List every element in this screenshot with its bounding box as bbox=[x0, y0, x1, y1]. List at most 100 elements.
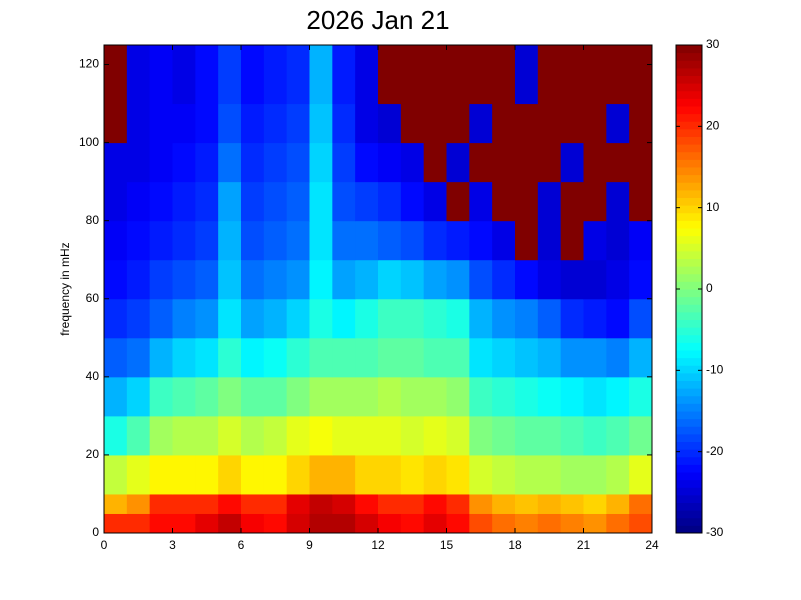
colorbar-swatch bbox=[676, 250, 702, 259]
heat-cell bbox=[218, 181, 242, 222]
y-tick-label: 60 bbox=[86, 291, 100, 305]
heat-cell bbox=[492, 415, 516, 456]
heat-cell bbox=[355, 415, 379, 456]
colorbar-swatch bbox=[676, 159, 702, 168]
heat-cell bbox=[263, 376, 288, 417]
heat-cell bbox=[400, 298, 425, 339]
heat-cell bbox=[492, 181, 516, 222]
heat-cell bbox=[149, 493, 173, 514]
heat-cell bbox=[583, 376, 607, 417]
colorbar-swatch bbox=[676, 235, 702, 244]
heat-cell bbox=[218, 337, 242, 378]
x-tick-label: 15 bbox=[440, 538, 454, 552]
colorbar-swatch bbox=[676, 266, 702, 275]
heat-cell bbox=[423, 376, 447, 417]
heat-cell bbox=[606, 142, 630, 183]
heat-cell bbox=[446, 45, 470, 105]
heat-cell bbox=[218, 298, 242, 339]
colorbar-swatch bbox=[676, 296, 702, 305]
heat-cell bbox=[629, 415, 653, 456]
heat-cell bbox=[515, 415, 539, 456]
heat-cell bbox=[149, 454, 173, 495]
heat-cell bbox=[241, 337, 265, 378]
heat-cell bbox=[537, 454, 562, 495]
heat-cell bbox=[126, 103, 151, 144]
heat-cell bbox=[126, 259, 151, 300]
heat-cell bbox=[446, 376, 470, 417]
heat-cell bbox=[332, 415, 356, 456]
heat-cell bbox=[263, 45, 288, 105]
heat-cell bbox=[104, 337, 128, 378]
heat-cell bbox=[263, 415, 288, 456]
heat-cell bbox=[149, 220, 173, 261]
heat-cell bbox=[172, 259, 196, 300]
heat-cell bbox=[469, 513, 493, 534]
heat-cell bbox=[446, 513, 470, 534]
heat-cell bbox=[355, 259, 379, 300]
heat-cell bbox=[104, 415, 128, 456]
heat-cell bbox=[423, 337, 447, 378]
heat-cell bbox=[560, 513, 584, 534]
heat-cell bbox=[332, 493, 356, 514]
heat-cell bbox=[172, 376, 196, 417]
colorbar-swatch bbox=[676, 98, 702, 107]
heat-cell bbox=[560, 415, 584, 456]
heat-cell bbox=[378, 220, 402, 261]
heat-cell bbox=[446, 298, 470, 339]
heat-cell bbox=[286, 220, 310, 261]
heat-cell bbox=[126, 454, 151, 495]
heat-cell bbox=[515, 259, 539, 300]
heat-cell bbox=[195, 513, 219, 534]
heat-cell bbox=[309, 337, 333, 378]
heat-cell bbox=[446, 259, 470, 300]
y-tick-label: 40 bbox=[86, 369, 100, 383]
heat-cell bbox=[400, 337, 425, 378]
colorbar-tick-label: 10 bbox=[706, 200, 720, 214]
colorbar-swatch bbox=[676, 197, 702, 206]
heat-cell bbox=[332, 298, 356, 339]
colorbar-swatch bbox=[676, 45, 702, 54]
heat-cell bbox=[195, 298, 219, 339]
heat-cell bbox=[104, 298, 128, 339]
y-tick-label: 20 bbox=[86, 447, 100, 461]
heat-cell bbox=[583, 220, 607, 261]
heat-cell bbox=[378, 493, 402, 514]
heat-cell bbox=[149, 142, 173, 183]
heat-cell bbox=[560, 45, 584, 105]
heat-cell bbox=[218, 415, 242, 456]
heat-cell bbox=[332, 376, 356, 417]
heat-cell bbox=[126, 45, 151, 105]
colorbar-swatch bbox=[676, 212, 702, 221]
colorbar-swatch bbox=[676, 494, 702, 503]
heat-cell bbox=[560, 181, 584, 222]
heat-cell bbox=[515, 220, 539, 261]
heat-cell bbox=[492, 45, 516, 105]
colorbar-swatch bbox=[676, 52, 702, 61]
heat-cell bbox=[583, 298, 607, 339]
heat-cell bbox=[606, 376, 630, 417]
heat-cell bbox=[515, 142, 539, 183]
heat-cell bbox=[423, 298, 447, 339]
colorbar-swatch bbox=[676, 304, 702, 313]
heat-cell bbox=[195, 259, 219, 300]
heat-cell bbox=[378, 45, 402, 105]
colorbar-swatch bbox=[676, 167, 702, 176]
heat-cell bbox=[309, 259, 333, 300]
heat-cell bbox=[515, 181, 539, 222]
heat-cell bbox=[378, 513, 402, 534]
heat-cell bbox=[355, 103, 379, 144]
heat-cell bbox=[149, 513, 173, 534]
heat-cell bbox=[241, 376, 265, 417]
heat-cell bbox=[423, 220, 447, 261]
heat-cell bbox=[400, 45, 425, 105]
heat-cell bbox=[446, 220, 470, 261]
colorbar-swatch bbox=[676, 502, 702, 511]
y-axis-label: frequency in mHz bbox=[58, 242, 72, 335]
heat-cell bbox=[629, 259, 653, 300]
heat-cell bbox=[263, 454, 288, 495]
heat-cell bbox=[492, 103, 516, 144]
heat-cell bbox=[126, 142, 151, 183]
heat-cell bbox=[195, 142, 219, 183]
heat-cell bbox=[309, 493, 333, 514]
heat-cell bbox=[172, 45, 196, 105]
